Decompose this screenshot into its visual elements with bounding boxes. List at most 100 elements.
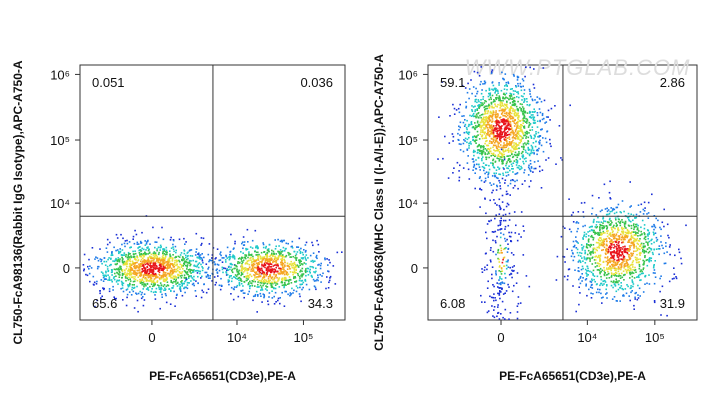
event-dot bbox=[518, 151, 520, 153]
event-dot bbox=[208, 261, 210, 263]
event-dot bbox=[261, 252, 263, 254]
event-dot bbox=[153, 253, 155, 255]
event-dot bbox=[250, 270, 252, 272]
event-dot bbox=[103, 276, 105, 278]
event-dot bbox=[116, 280, 118, 282]
event-dot bbox=[169, 250, 171, 252]
event-dot bbox=[655, 232, 657, 234]
event-dot bbox=[134, 276, 136, 278]
event-dot bbox=[161, 296, 163, 298]
event-dot bbox=[513, 144, 515, 146]
event-dot bbox=[515, 173, 517, 175]
event-dot bbox=[517, 167, 519, 169]
event-dot bbox=[573, 260, 575, 262]
event-dot bbox=[172, 246, 174, 248]
event-dot bbox=[637, 250, 639, 252]
event-dot bbox=[616, 260, 618, 262]
event-dot bbox=[482, 114, 484, 116]
event-dot bbox=[596, 221, 598, 223]
event-dot bbox=[178, 256, 180, 258]
event-dot bbox=[124, 243, 126, 245]
event-dot bbox=[251, 255, 253, 257]
event-dot bbox=[484, 133, 486, 135]
event-dot bbox=[238, 270, 240, 272]
event-dot bbox=[495, 145, 497, 147]
event-dot bbox=[509, 110, 511, 112]
event-dot bbox=[533, 68, 535, 70]
event-dot bbox=[580, 283, 582, 285]
event-dot bbox=[310, 266, 312, 268]
event-dot bbox=[147, 266, 149, 268]
event-dot bbox=[252, 240, 254, 242]
event-dot bbox=[531, 166, 533, 168]
event-dot bbox=[622, 260, 624, 262]
event-dot bbox=[605, 289, 607, 291]
event-dot bbox=[507, 149, 509, 151]
event-dot bbox=[491, 71, 493, 73]
event-dot bbox=[598, 265, 600, 267]
event-dot bbox=[646, 283, 648, 285]
event-dot bbox=[175, 246, 177, 248]
event-dot bbox=[219, 285, 221, 287]
event-dot bbox=[479, 169, 481, 171]
event-dot bbox=[630, 245, 632, 247]
event-dot bbox=[510, 96, 512, 98]
event-dot bbox=[129, 253, 131, 255]
event-dot bbox=[639, 264, 641, 266]
event-dot bbox=[647, 229, 649, 231]
event-dot bbox=[273, 274, 275, 276]
event-dot bbox=[294, 281, 296, 283]
event-dot bbox=[615, 272, 617, 274]
event-dot bbox=[237, 274, 239, 276]
event-dot bbox=[175, 279, 177, 281]
event-dot bbox=[481, 160, 483, 162]
event-dot bbox=[492, 147, 494, 149]
event-dot bbox=[606, 241, 608, 243]
event-dot bbox=[141, 278, 143, 280]
event-dot bbox=[214, 276, 216, 278]
event-dot bbox=[118, 253, 120, 255]
event-dot bbox=[145, 264, 147, 266]
event-dot bbox=[567, 275, 569, 277]
event-dot bbox=[522, 78, 524, 80]
event-dot bbox=[249, 281, 251, 283]
event-dot bbox=[264, 264, 266, 266]
event-dot bbox=[656, 237, 658, 239]
event-dot bbox=[164, 287, 166, 289]
event-dot bbox=[479, 166, 481, 168]
event-dot bbox=[611, 222, 613, 224]
event-dot bbox=[530, 180, 532, 182]
event-dot bbox=[506, 167, 508, 169]
event-dot bbox=[161, 269, 163, 271]
event-dot bbox=[129, 285, 131, 287]
event-dot bbox=[482, 152, 484, 154]
event-dot bbox=[181, 277, 183, 279]
event-dot bbox=[506, 121, 508, 123]
event-dot bbox=[480, 147, 482, 149]
event-dot bbox=[557, 256, 559, 258]
event-dot bbox=[537, 136, 539, 138]
event-dot bbox=[522, 114, 524, 116]
event-dot bbox=[170, 280, 172, 282]
event-dot bbox=[510, 98, 512, 100]
event-dot bbox=[153, 260, 155, 262]
event-dot bbox=[263, 251, 265, 253]
event-dot bbox=[233, 299, 235, 301]
event-dot bbox=[519, 107, 521, 109]
event-dot bbox=[641, 273, 643, 275]
event-dot bbox=[517, 79, 519, 81]
event-dot bbox=[187, 252, 189, 254]
event-dot bbox=[138, 293, 140, 295]
event-dot bbox=[493, 159, 495, 161]
event-dot bbox=[260, 280, 262, 282]
event-dot bbox=[638, 297, 640, 299]
event-dot bbox=[512, 137, 514, 139]
event-dot bbox=[594, 252, 596, 254]
event-dot bbox=[170, 239, 172, 241]
event-dot bbox=[247, 229, 249, 231]
event-dot bbox=[474, 106, 476, 108]
event-dot bbox=[229, 275, 231, 277]
event-dot bbox=[461, 115, 463, 117]
event-dot bbox=[638, 275, 640, 277]
event-dot bbox=[136, 262, 138, 264]
